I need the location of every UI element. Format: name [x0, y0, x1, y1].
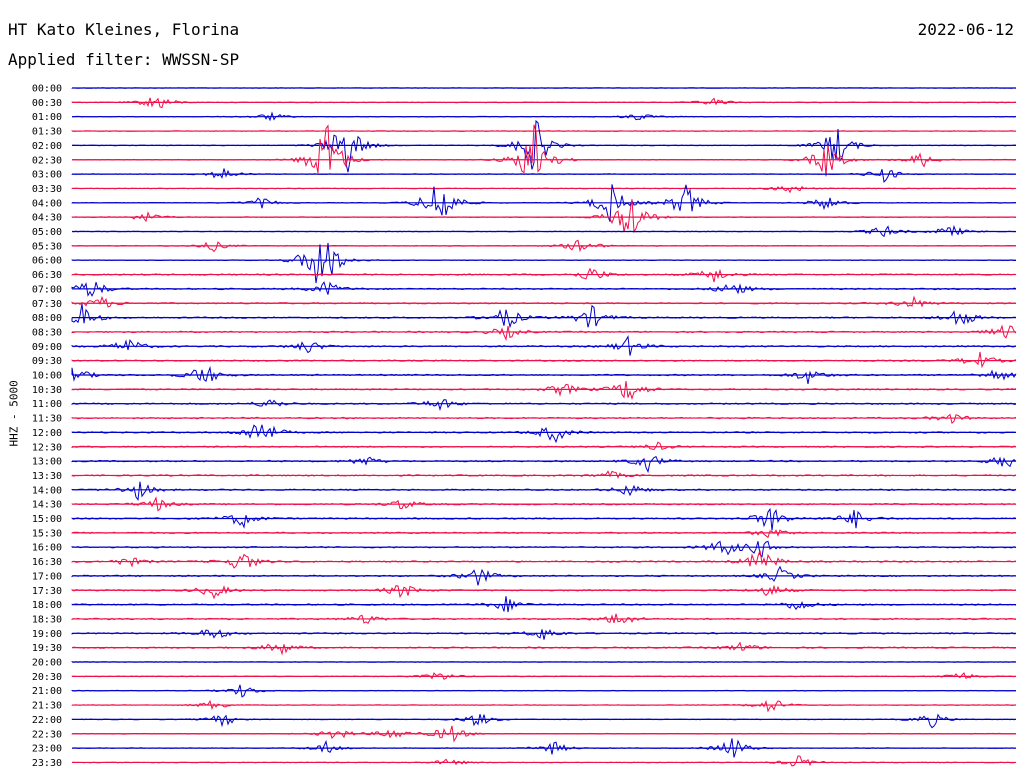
time-label-1030: 10:30 [32, 385, 62, 396]
time-label-0300: 03:00 [32, 170, 62, 181]
time-label-1530: 15:30 [32, 528, 62, 539]
time-label-1400: 14:00 [32, 485, 62, 496]
trace-0930 [71, 351, 1017, 369]
time-label-2030: 20:30 [32, 672, 62, 683]
time-label-1230: 12:30 [32, 442, 62, 453]
time-label-2230: 22:30 [32, 729, 62, 740]
time-label-0330: 03:30 [32, 184, 62, 195]
time-label-1000: 10:00 [32, 371, 62, 382]
trace-1000 [71, 365, 1017, 384]
time-label-1900: 19:00 [32, 629, 62, 640]
trace-1130 [71, 413, 1017, 425]
time-label-0630: 06:30 [32, 270, 62, 281]
trace-1500 [71, 507, 1017, 531]
trace-1530 [71, 529, 1017, 539]
time-label-0230: 02:30 [32, 155, 62, 166]
time-label-0800: 08:00 [32, 313, 62, 324]
trace-2330 [71, 755, 1017, 767]
time-label-0000: 00:00 [32, 84, 62, 95]
time-label-2130: 21:30 [32, 701, 62, 712]
trace-1900 [71, 629, 1017, 640]
trace-1230 [71, 441, 1017, 451]
time-label-0830: 08:30 [32, 327, 62, 338]
time-label-0400: 04:00 [32, 198, 62, 209]
trace-0830 [71, 324, 1017, 342]
trace-1200 [71, 424, 1017, 444]
trace-1400 [71, 481, 1017, 502]
time-label-2200: 22:00 [32, 715, 62, 726]
trace-1300 [71, 456, 1017, 474]
time-label-0430: 04:30 [32, 213, 62, 224]
time-label-1330: 13:30 [32, 471, 62, 482]
trace-0430 [71, 199, 1017, 234]
trace-1100 [71, 399, 1017, 412]
time-label-2100: 21:00 [32, 686, 62, 697]
time-label-2330: 23:30 [32, 758, 62, 769]
trace-0600 [71, 242, 1016, 284]
filter-label: Applied filter: WWSSN-SP [8, 50, 240, 69]
trace-1600 [71, 540, 1017, 558]
time-label-0930: 09:30 [32, 356, 62, 367]
time-label-2000: 20:00 [32, 658, 62, 669]
trace-0730 [71, 295, 1017, 308]
time-label-0030: 00:30 [32, 98, 62, 109]
time-label-1630: 16:30 [32, 557, 62, 568]
time-label-1100: 11:00 [32, 399, 62, 410]
time-label-0530: 05:30 [32, 241, 62, 252]
trace-1730 [71, 584, 1017, 600]
time-label-1830: 18:30 [32, 614, 62, 625]
time-label-1930: 19:30 [32, 643, 62, 654]
time-label-1200: 12:00 [32, 428, 62, 439]
time-label-1600: 16:00 [32, 543, 62, 554]
time-label-0500: 05:00 [32, 227, 62, 238]
time-label-0130: 01:30 [32, 127, 62, 138]
time-label-0700: 07:00 [32, 284, 62, 295]
trace-0230 [71, 124, 1017, 177]
trace-2200 [71, 713, 1017, 729]
time-label-2300: 23:00 [32, 744, 62, 755]
trace-0200 [71, 119, 1016, 173]
time-label-1430: 14:30 [32, 500, 62, 511]
trace-0300 [71, 168, 1016, 183]
trace-1330 [71, 470, 1017, 479]
time-label-0200: 02:00 [32, 141, 62, 152]
time-label-1300: 13:00 [32, 457, 62, 468]
time-label-0100: 01:00 [32, 112, 62, 123]
trace-1630 [71, 550, 1017, 569]
date-label: 2022-06-12 [917, 20, 1014, 39]
time-label-0600: 06:00 [32, 256, 62, 267]
trace-0800 [71, 303, 1017, 329]
time-label-1500: 15:00 [32, 514, 62, 525]
time-label-0730: 07:30 [32, 299, 62, 310]
time-label-1130: 11:30 [32, 414, 62, 425]
trace-0630 [71, 267, 1017, 283]
trace-2130 [71, 699, 1017, 713]
time-label-1700: 17:00 [32, 571, 62, 582]
time-label-0900: 09:00 [32, 342, 62, 353]
trace-0330 [71, 185, 1017, 194]
time-label-1730: 17:30 [32, 586, 62, 597]
time-label-1800: 18:00 [32, 600, 62, 611]
station-title: HT Kato Kleines, Florina [8, 20, 240, 39]
